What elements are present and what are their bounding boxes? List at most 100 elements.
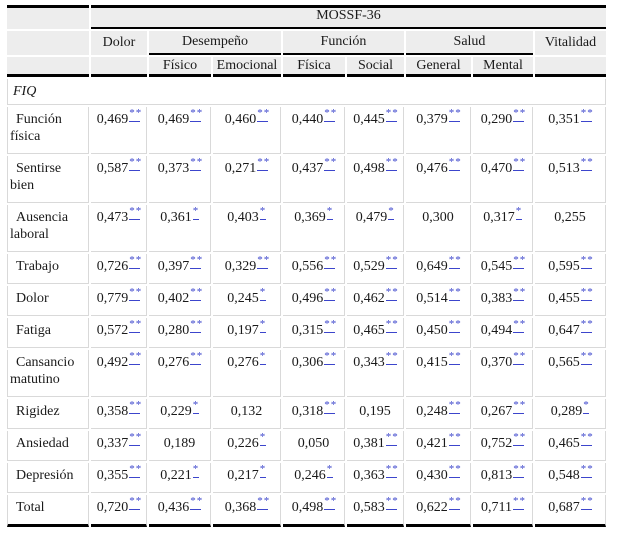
asterisk-glyph: ** [580,350,594,362]
significance-marker-link[interactable]: * [192,463,200,480]
significance-marker-link[interactable]: ** [385,108,398,124]
significance-marker-link[interactable]: * [259,206,266,222]
significance-marker-link[interactable]: ** [129,400,141,416]
significance-marker-link[interactable]: ** [190,351,202,367]
significance-marker-link[interactable]: ** [190,287,202,303]
significance-marker-link[interactable]: ** [324,255,336,271]
significance-marker-link[interactable]: ** [448,255,461,271]
significance-marker-link[interactable]: ** [448,287,461,303]
significance-marker-link[interactable]: ** [385,496,398,512]
significance-marker-link[interactable]: ** [385,351,398,367]
significance-marker-link[interactable]: ** [580,432,593,448]
significance-marker-link[interactable]: ** [580,108,593,124]
significance-marker-link[interactable]: ** [448,496,461,512]
correlation-value: 0,465 [548,436,580,451]
significance-marker-link[interactable]: * [192,206,199,222]
significance-marker-link[interactable]: ** [580,464,593,480]
significance-marker-link[interactable]: * [259,319,266,335]
significance-marker-link[interactable]: ** [190,496,202,512]
significance-marker-link[interactable]: ** [385,286,399,303]
significance-marker-link[interactable]: ** [190,255,202,271]
significance-marker-link[interactable]: ** [580,319,593,335]
significance-marker-link[interactable]: ** [257,496,269,512]
correlation-value: 0,132 [230,404,263,419]
correlation-value: 0,529 [353,259,385,274]
significance-marker-link[interactable]: ** [513,400,525,416]
significance-marker-link[interactable]: ** [513,287,525,303]
significance-marker-link[interactable]: * [326,464,333,480]
significance-marker-link[interactable]: * [583,399,590,416]
significance-marker-link[interactable]: ** [448,156,462,173]
significance-marker-link[interactable]: ** [324,351,336,367]
significance-marker-link[interactable]: ** [580,287,593,303]
significance-marker-link[interactable]: ** [385,157,398,173]
significance-marker-link[interactable]: ** [129,157,141,173]
significance-marker-link[interactable]: ** [448,351,461,367]
significance-marker-link[interactable]: ** [257,157,269,173]
significance-marker-link[interactable]: ** [580,496,593,512]
column-group-salud: Salud [406,31,533,55]
significance-marker-link[interactable]: ** [580,350,594,367]
significance-marker-link[interactable]: ** [129,464,141,480]
significance-marker-link[interactable]: ** [385,464,398,480]
significance-marker-link[interactable]: ** [129,108,141,124]
significance-marker-link[interactable]: ** [513,464,525,480]
significance-marker-link[interactable]: ** [324,496,336,512]
correlation-value-cell: 0,363 ** [347,463,404,493]
table-row: Ausencia laboral 0,473 ** 0,361 * 0,403 * 0,369… [7,205,606,252]
significance-marker-link[interactable]: ** [448,464,461,480]
significance-marker-link[interactable]: * [388,205,395,222]
significance-marker-link[interactable]: * [259,287,266,303]
significance-marker-link[interactable]: ** [190,319,202,335]
significance-marker-link[interactable]: ** [513,108,525,124]
asterisk-glyph: ** [448,156,462,168]
significance-marker-link[interactable]: ** [324,400,336,416]
significance-marker-link[interactable]: ** [129,496,141,512]
significance-marker-link[interactable]: ** [513,319,525,335]
asterisk-glyph: * [583,399,590,411]
asterisk-glyph: ** [385,286,399,298]
significance-marker-link[interactable]: ** [324,108,336,124]
significance-marker-link[interactable]: ** [257,108,269,124]
significance-marker-link[interactable]: * [326,206,333,222]
correlation-value: 0,226 [227,436,259,451]
significance-marker-link[interactable]: ** [448,319,461,335]
significance-marker-link[interactable]: ** [129,287,141,303]
significance-marker-link[interactable]: ** [448,108,461,124]
significance-marker-link[interactable]: ** [448,432,461,448]
asterisk-glyph: * [388,205,395,217]
significance-marker-link[interactable]: * [515,206,522,222]
significance-marker-link[interactable]: ** [129,206,141,222]
significance-marker-link[interactable]: ** [129,255,141,271]
significance-marker-link[interactable]: * [259,432,266,448]
asterisk-glyph: ** [513,431,527,443]
correlation-value: 0,050 [297,436,330,451]
significance-marker-link[interactable]: ** [129,351,141,367]
significance-marker-link[interactable]: ** [257,255,269,271]
significance-marker-link[interactable]: * [192,400,199,416]
significance-marker-link[interactable]: ** [190,157,202,173]
significance-marker-link[interactable]: ** [324,319,336,335]
significance-marker-link[interactable]: ** [324,157,336,173]
significance-marker-link[interactable]: ** [513,157,525,173]
significance-marker-link[interactable]: ** [512,496,525,512]
asterisk-glyph: * [192,463,200,475]
significance-marker-link[interactable]: * [259,464,266,480]
significance-marker-link[interactable]: ** [385,255,398,271]
correlation-value-cell: 0,779 ** [91,286,147,316]
significance-marker-link[interactable]: ** [448,400,461,416]
significance-marker-link[interactable]: ** [513,431,527,448]
asterisk-glyph: ** [129,318,143,330]
significance-marker-link[interactable]: ** [190,108,202,124]
significance-marker-link[interactable]: ** [385,432,398,448]
significance-marker-link[interactable]: ** [324,287,336,303]
significance-marker-link[interactable]: ** [513,351,525,367]
significance-marker-link[interactable]: ** [129,432,141,448]
significance-marker-link[interactable]: ** [385,319,398,335]
significance-marker-link[interactable]: ** [580,157,593,173]
significance-marker-link[interactable]: * [259,351,266,367]
significance-marker-link[interactable]: ** [513,255,525,271]
significance-marker-link[interactable]: ** [580,255,593,271]
table-row: Depresión 0,355 ** 0,221 * 0,217 * 0,246 * 0,363 *… [7,463,606,493]
significance-marker-link[interactable]: ** [129,318,143,335]
